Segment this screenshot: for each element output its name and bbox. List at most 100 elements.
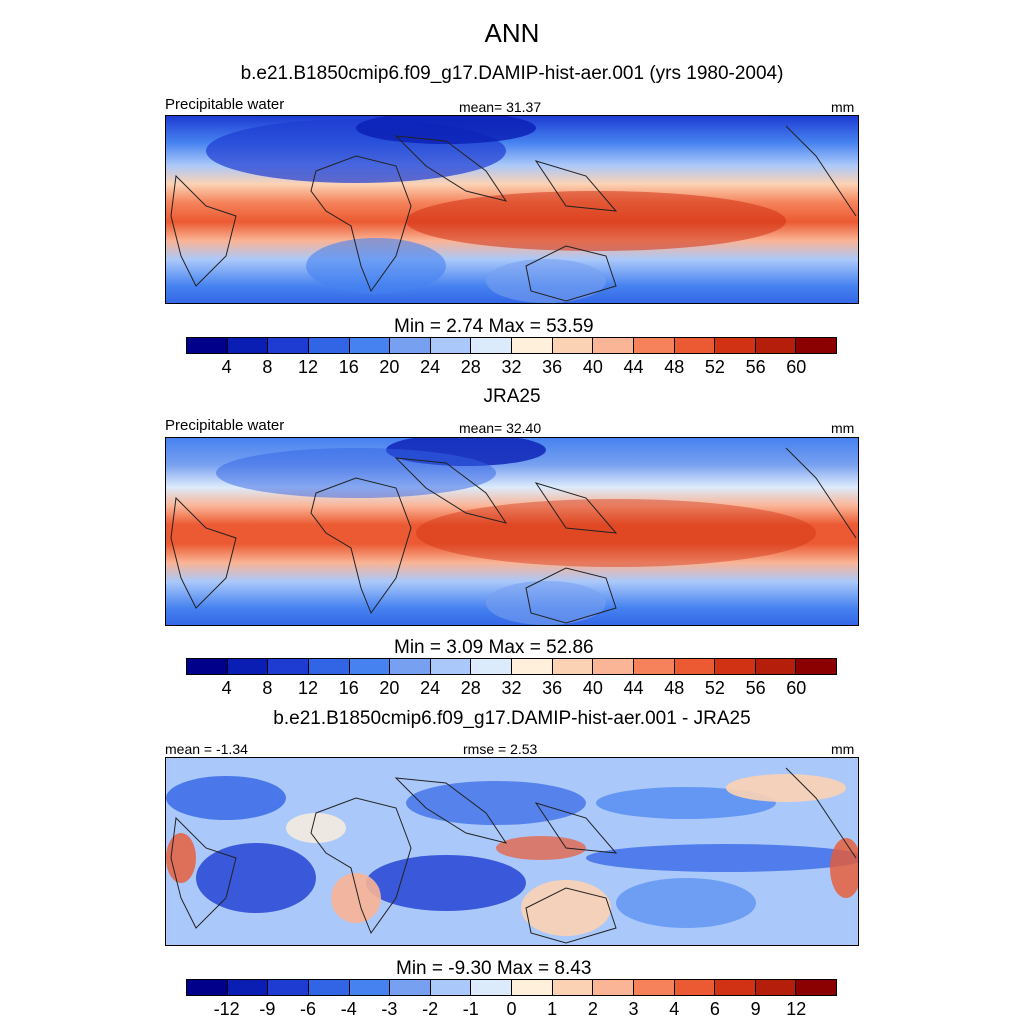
colorbar-swatch: [755, 980, 797, 995]
colorbar-swatch: [349, 338, 391, 353]
colorbar-swatch: [390, 980, 431, 995]
colorbar-swatch: [187, 980, 228, 995]
colorbar-tick-label: -9: [259, 999, 276, 1019]
colorbar-swatch: [633, 659, 675, 674]
panel3-heading: b.e21.B1850cmip6.f09_g17.DAMIP-hist-aer.…: [273, 708, 751, 729]
panel1-variable-label: Precipitable water: [165, 96, 285, 113]
panel3-mean-label: mean = -1.34: [165, 741, 248, 757]
colorbar-swatch: [796, 338, 836, 353]
panel2-map: [165, 437, 859, 626]
colorbar-tick-label: 28: [460, 357, 481, 377]
colorbar-tick-label: 40: [582, 678, 603, 698]
colorbar-swatch: [268, 659, 309, 674]
colorbar-tick-label: 16: [338, 678, 359, 698]
panel1-minmax: Min = 2.74 Max = 53.59: [394, 316, 594, 337]
colorbar-swatch: [755, 338, 797, 353]
colorbar-swatch: [430, 980, 472, 995]
colorbar-swatch: [552, 338, 594, 353]
colorbar-swatch: [512, 659, 553, 674]
panel3-map: [165, 757, 859, 946]
colorbar-swatch: [512, 338, 553, 353]
colorbar-tick-label: 24: [420, 678, 441, 698]
colorbar-tick-label: -12: [213, 999, 240, 1019]
panel2-variable-label: Precipitable water: [165, 417, 285, 434]
colorbar-tick-label: -4: [340, 999, 357, 1019]
panel2-heading: JRA25: [483, 386, 541, 407]
colorbar-tick-label: 16: [338, 357, 359, 377]
colorbar-tick-label: 44: [623, 357, 644, 377]
colorbar-swatch: [715, 980, 756, 995]
colorbar-swatch: [633, 980, 675, 995]
colorbar-tick-label: 40: [582, 357, 603, 377]
colorbar-swatch: [471, 980, 512, 995]
colorbar-swatch: [633, 338, 675, 353]
colorbar-tick-label: 12: [786, 999, 807, 1019]
panel1-map: [165, 115, 859, 304]
colorbar-swatch: [308, 980, 350, 995]
panel2-minmax: Min = 3.09 Max = 52.86: [394, 637, 594, 658]
panel1-units-label: mm: [831, 99, 855, 115]
colorbar-swatch: [308, 338, 350, 353]
colorbar-tick-label: 1: [547, 999, 558, 1019]
colorbar-swatch: [430, 659, 472, 674]
colorbar-swatch: [187, 338, 228, 353]
colorbar-swatch: [349, 980, 391, 995]
colorbar-swatch: [349, 659, 391, 674]
colorbar-tick-label: 52: [704, 678, 725, 698]
colorbar-swatch: [187, 659, 228, 674]
panel1-colorbar: [186, 337, 837, 354]
colorbar-swatch: [796, 659, 836, 674]
panel2-units-label: mm: [831, 420, 855, 436]
colorbar-swatch: [471, 338, 512, 353]
panel1-mean-label: mean= 31.37: [459, 99, 542, 115]
panel2-mean-label: mean= 32.40: [459, 420, 542, 436]
panel3-rmse-label: rmse = 2.53: [463, 741, 538, 757]
colorbar-swatch: [715, 659, 756, 674]
colorbar-swatch: [552, 659, 594, 674]
colorbar-swatch: [512, 980, 553, 995]
colorbar-tick-label: 20: [379, 678, 400, 698]
colorbar-tick-label: 2: [587, 999, 598, 1019]
figure-title: ANN: [484, 18, 540, 48]
panel3-minmax: Min = -9.30 Max = 8.43: [396, 958, 592, 979]
panel2-colorbar: [186, 658, 837, 675]
colorbar-tick-label: 44: [623, 678, 644, 698]
colorbar-tick-label: 12: [298, 357, 319, 377]
colorbar-tick-label: 8: [262, 357, 273, 377]
panel3-units-label: mm: [831, 741, 855, 757]
colorbar-tick-label: -3: [381, 999, 398, 1019]
colorbar-swatch: [268, 980, 309, 995]
colorbar-tick-label: 32: [501, 357, 522, 377]
colorbar-tick-label: -1: [462, 999, 479, 1019]
colorbar-swatch: [593, 338, 634, 353]
colorbar-tick-label: 48: [664, 357, 685, 377]
colorbar-swatch: [755, 659, 797, 674]
colorbar-swatch: [471, 659, 512, 674]
colorbar-swatch: [227, 980, 269, 995]
colorbar-tick-label: 56: [745, 357, 766, 377]
colorbar-tick-label: -6: [300, 999, 317, 1019]
colorbar-tick-label: 60: [786, 357, 807, 377]
colorbar-tick-label: 36: [542, 678, 563, 698]
colorbar-tick-label: 4: [221, 678, 232, 698]
colorbar-tick-label: 20: [379, 357, 400, 377]
colorbar-swatch: [674, 659, 716, 674]
colorbar-swatch: [227, 659, 269, 674]
colorbar-swatch: [430, 338, 472, 353]
colorbar-swatch: [308, 659, 350, 674]
colorbar-swatch: [227, 338, 269, 353]
colorbar-swatch: [552, 980, 594, 995]
colorbar-swatch: [674, 338, 716, 353]
colorbar-swatch: [390, 338, 431, 353]
colorbar-tick-label: 56: [745, 678, 766, 698]
colorbar-tick-label: 52: [704, 357, 725, 377]
colorbar-tick-label: 8: [262, 678, 273, 698]
colorbar-tick-label: 9: [750, 999, 761, 1019]
colorbar-tick-label: 24: [420, 357, 441, 377]
colorbar-swatch: [390, 659, 431, 674]
colorbar-tick-label: 4: [221, 357, 232, 377]
colorbar-swatch: [674, 980, 716, 995]
colorbar-tick-label: -2: [422, 999, 439, 1019]
colorbar-swatch: [268, 338, 309, 353]
panel3-colorbar: [186, 979, 837, 996]
